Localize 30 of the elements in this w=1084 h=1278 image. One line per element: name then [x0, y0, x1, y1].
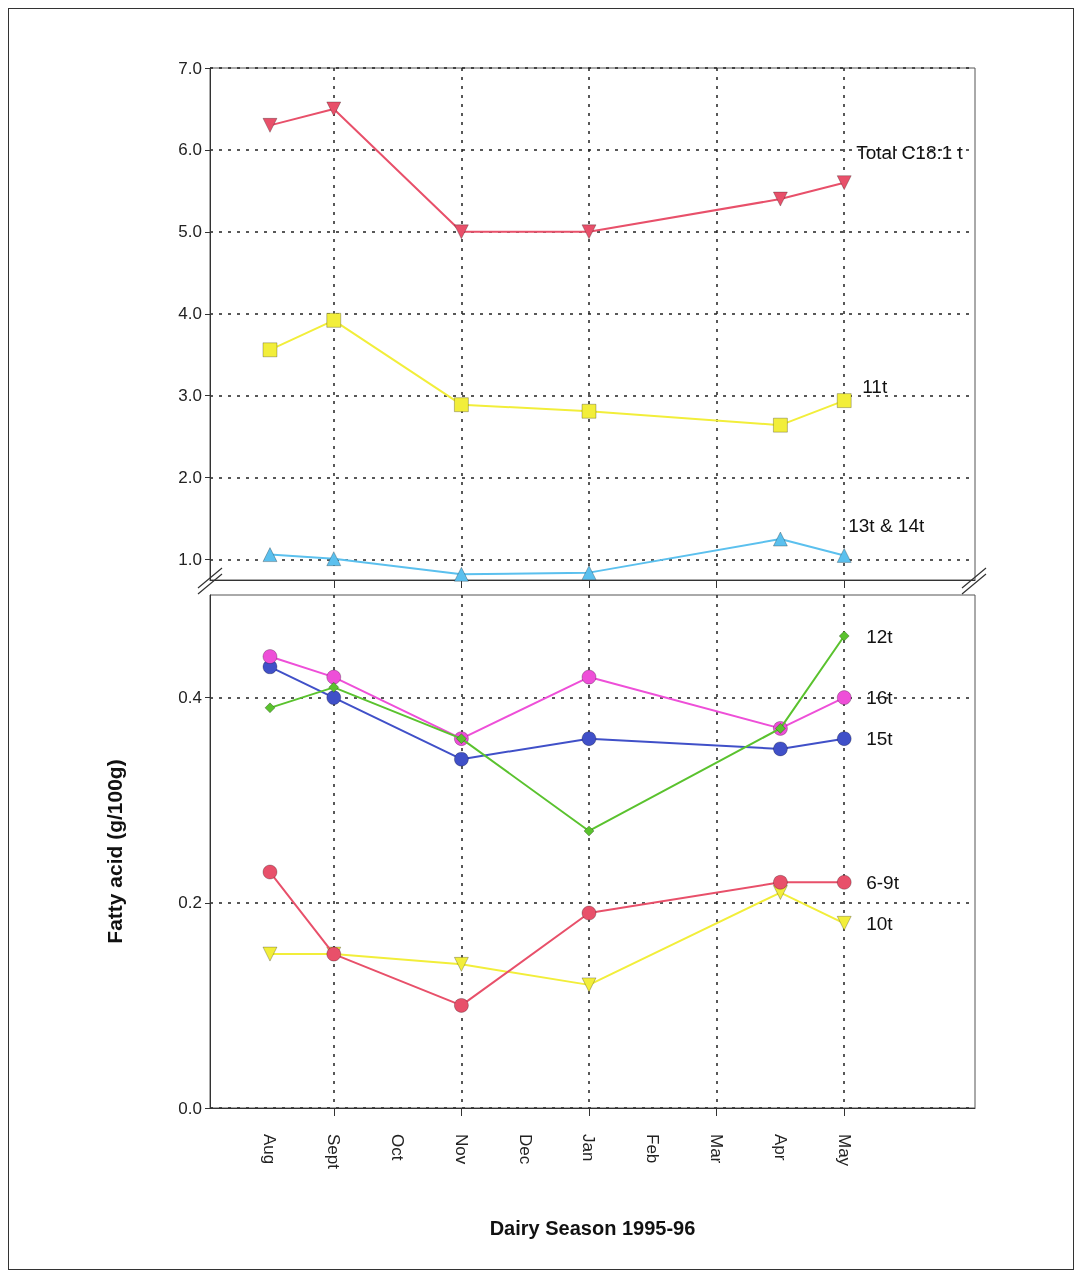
y-tick-label: 3.0	[178, 386, 202, 406]
series-label: 11t	[862, 376, 888, 398]
x-tick-label: Feb	[643, 1134, 663, 1164]
y-tick-label: 7.0	[178, 58, 202, 78]
x-tick-label: May	[834, 1134, 854, 1167]
x-tick-label: Aug	[260, 1134, 280, 1165]
x-tick-label: Dec	[515, 1134, 535, 1165]
x-tick-label: Apr	[770, 1134, 790, 1161]
x-tick-label: Sept	[324, 1134, 344, 1170]
series-label: 15t	[866, 728, 894, 750]
y-tick-label: 4.0	[178, 304, 202, 324]
y-tick-label: 0.4	[178, 688, 202, 708]
y-tick-label: 1.0	[178, 550, 202, 570]
series-label: 16t	[866, 687, 894, 709]
y-tick-label: 6.0	[178, 140, 202, 160]
y-tick-label: 2.0	[178, 468, 202, 488]
y-axis-title: Fatty acid (g/100g)	[103, 759, 126, 944]
series-label: 13t & 14t	[848, 514, 925, 536]
y-tick-label: 5.0	[178, 222, 202, 242]
series-label: Total C18:1 t	[856, 142, 964, 164]
series-label: 12t	[866, 625, 894, 647]
x-tick-label: Jan	[579, 1134, 599, 1162]
y-tick-label: 0.2	[178, 893, 202, 913]
y-tick-label: 0.0	[178, 1098, 202, 1118]
series-label: 6-9t	[866, 871, 900, 893]
x-tick-label: Nov	[451, 1134, 471, 1165]
x-axis-title: Dairy Season 1995-96	[489, 1217, 696, 1239]
series-label: 10t	[866, 912, 894, 934]
x-tick-label: Oct	[388, 1134, 408, 1161]
x-tick-label: Mar	[707, 1134, 727, 1164]
